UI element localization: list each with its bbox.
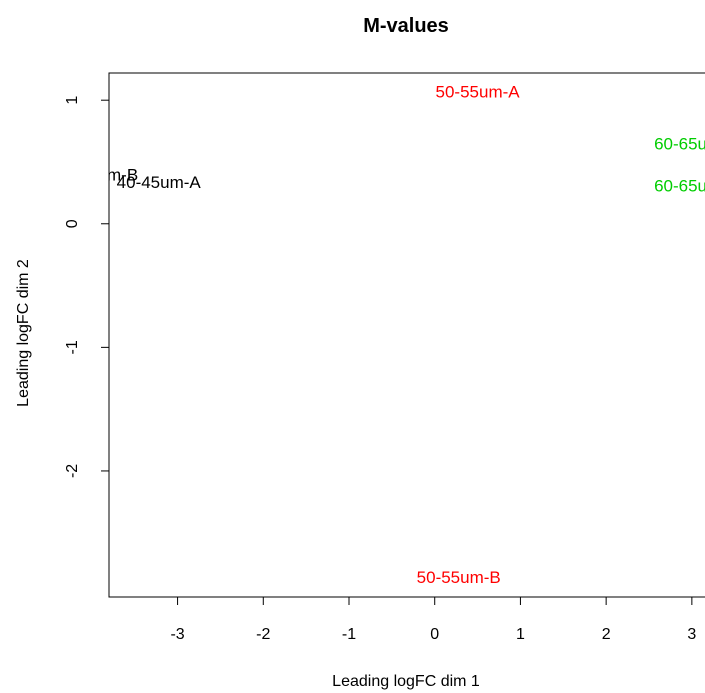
x-axis-label: Leading logFC dim 1 <box>332 673 480 690</box>
x-tick-label: 2 <box>602 626 611 643</box>
x-tick-label: 3 <box>687 626 696 643</box>
point-label: 60-65um-B <box>654 176 705 195</box>
x-axis: -3 -2 -1 0 1 2 3 <box>170 597 696 643</box>
y-tick-label: 0 <box>64 219 81 228</box>
y-axis: -2 -1 0 1 <box>64 96 109 478</box>
point-label: 40-45um-B <box>54 165 138 184</box>
y-tick-label: -2 <box>64 464 81 478</box>
x-tick-label: 1 <box>516 626 525 643</box>
x-tick-label: 0 <box>430 626 439 643</box>
point-label: 60-65um-A <box>654 134 705 153</box>
y-tick-label: 1 <box>64 96 81 105</box>
x-tick-label: -1 <box>342 626 356 643</box>
plot-frame <box>108 72 705 598</box>
y-axis-label: Leading logFC dim 2 <box>15 259 32 407</box>
point-labels: 50-55um-A 50-55um-B 40-45um-B40-45um-A 60-6… <box>54 83 705 588</box>
point-label: 50-55um-B <box>417 568 501 587</box>
y-tick-label: -1 <box>64 340 81 354</box>
x-tick-label: -3 <box>170 626 184 643</box>
chart-title: M-values <box>363 15 449 37</box>
x-tick-label: -2 <box>256 626 270 643</box>
point-label: 50-55um-A <box>436 83 521 102</box>
point-label: 40-45um-A <box>117 173 202 192</box>
